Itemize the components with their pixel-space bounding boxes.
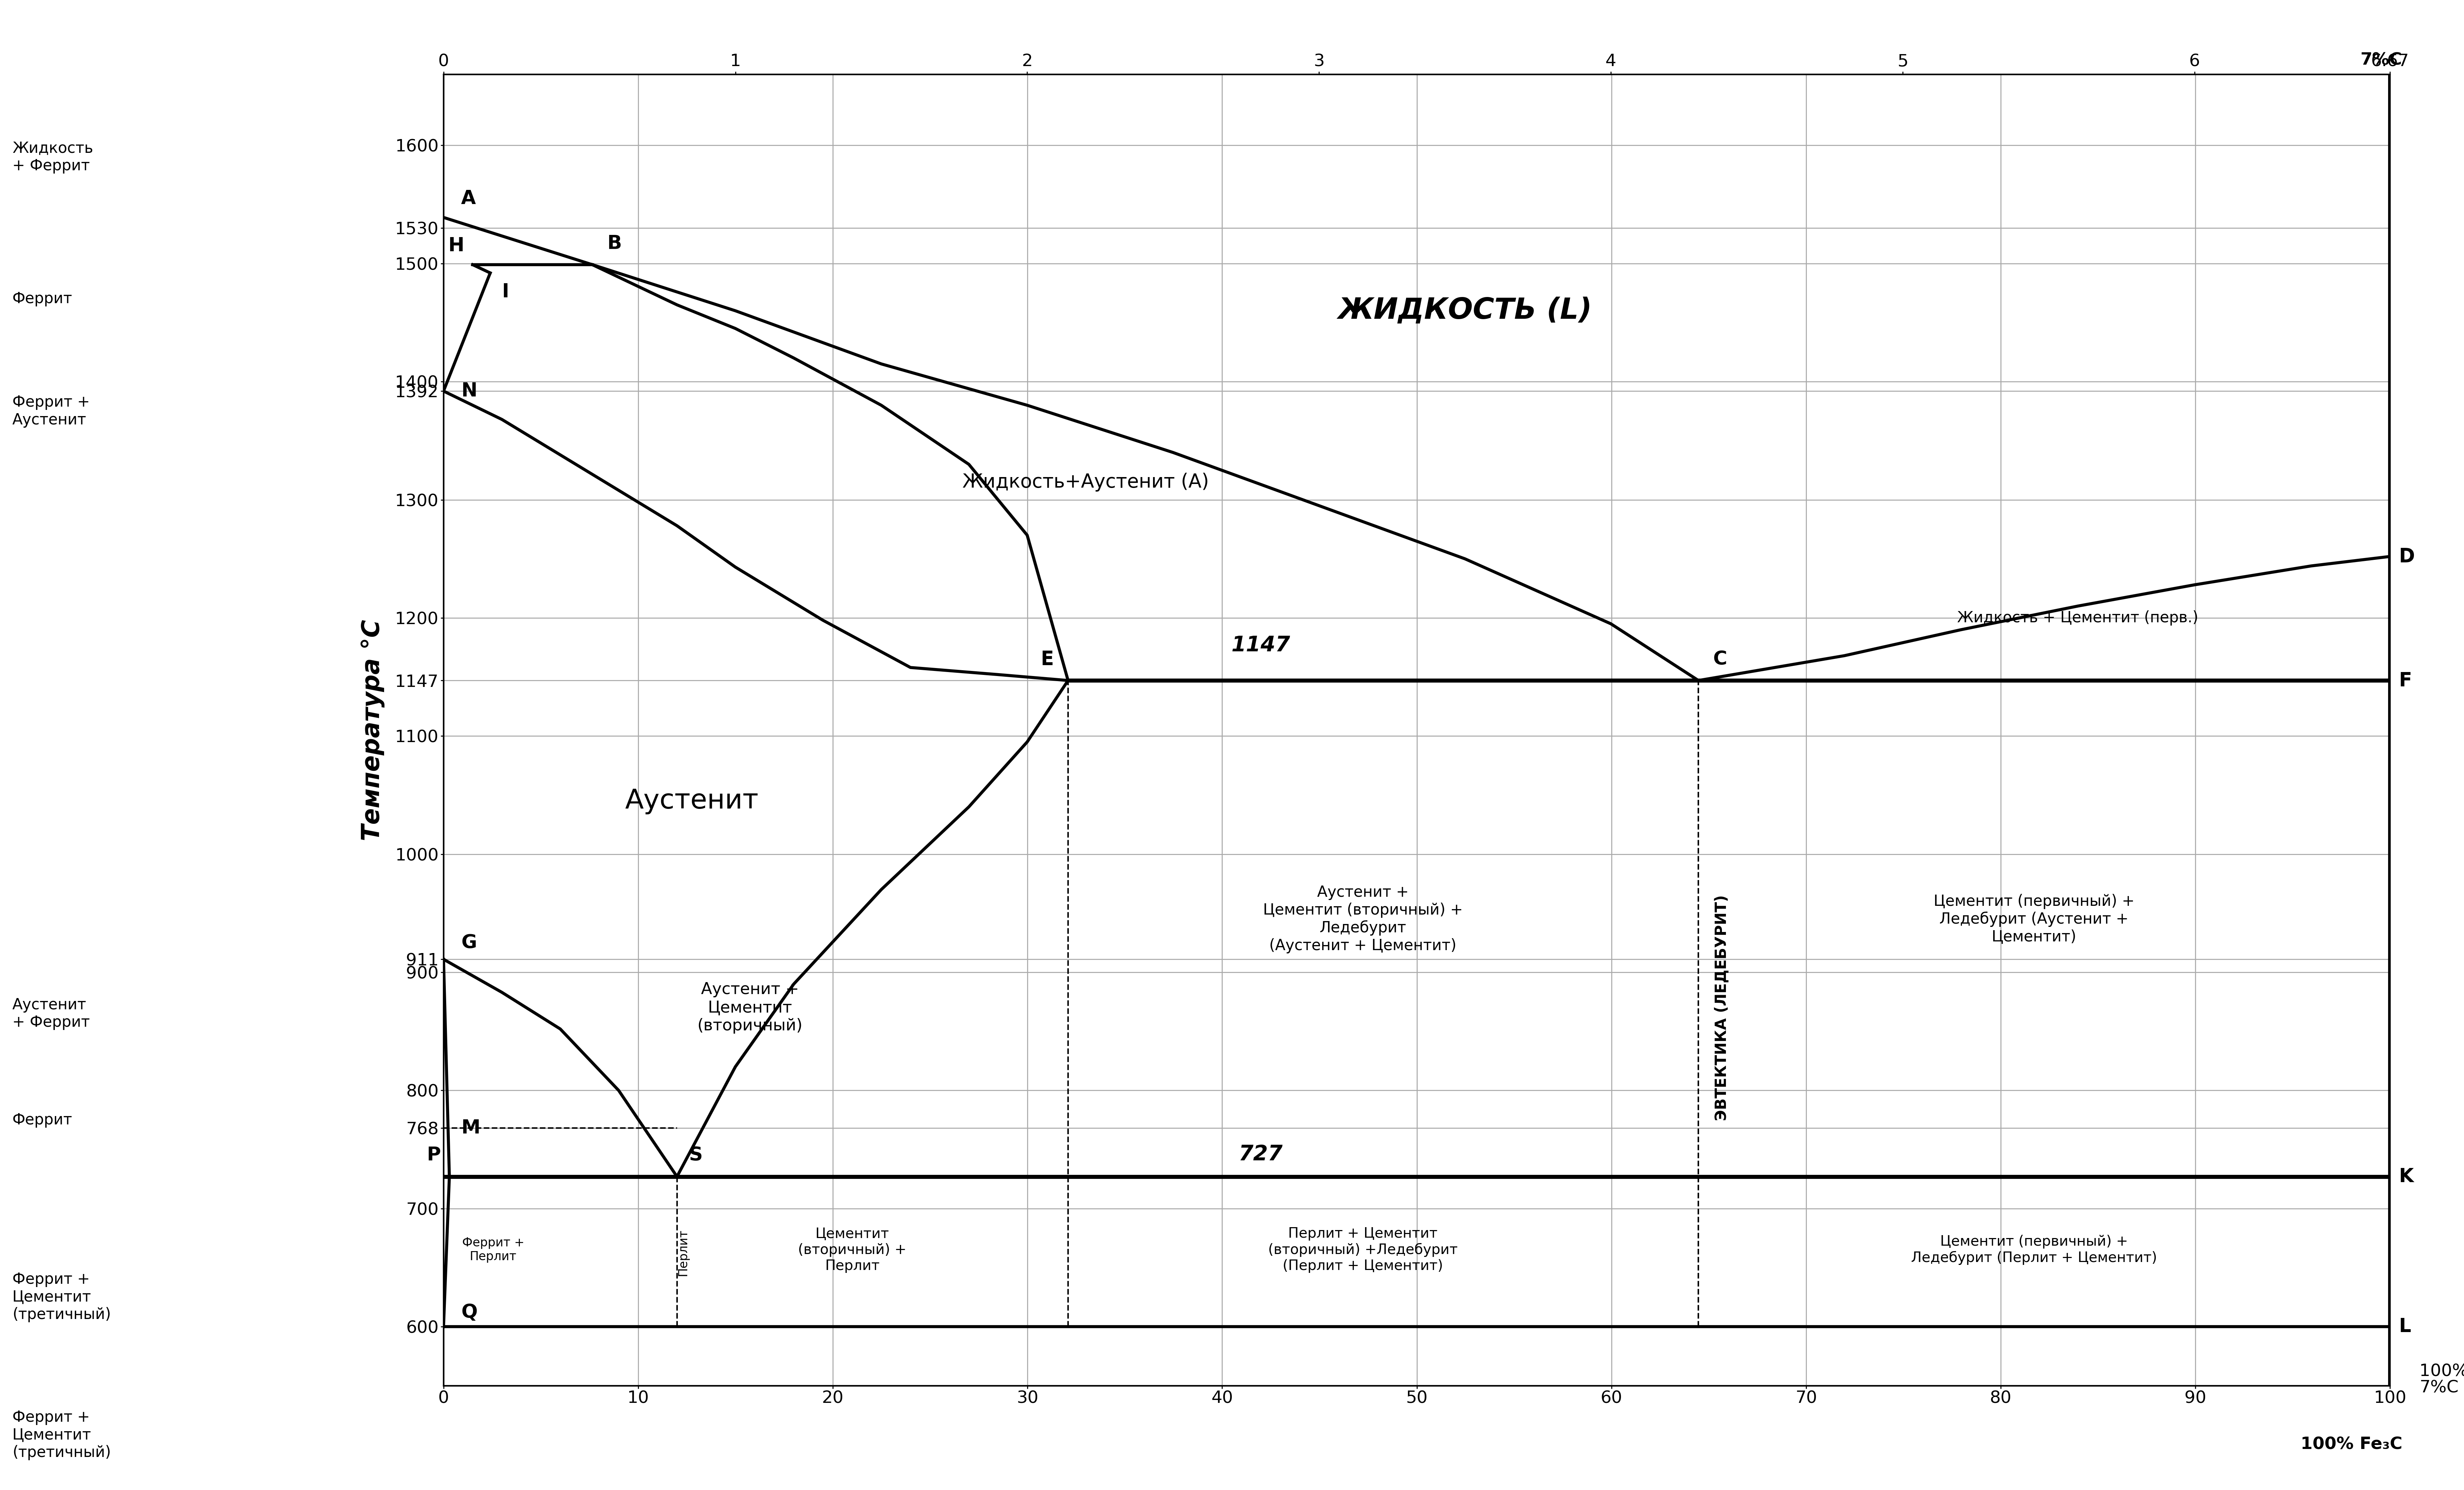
Text: G: G bbox=[461, 933, 476, 952]
Text: 100% Fe₃C: 100% Fe₃C bbox=[2420, 1363, 2464, 1380]
Text: Аустенит +
Цементит
(вторичный): Аустенит + Цементит (вторичный) bbox=[697, 982, 803, 1034]
Text: 7%C: 7%C bbox=[2361, 52, 2402, 69]
Text: Аустенит +
Цементит (вторичный) +
Ледебурит
(Аустенит + Цементит): Аустенит + Цементит (вторичный) + Ледебу… bbox=[1264, 885, 1464, 954]
Text: 1147: 1147 bbox=[1232, 635, 1291, 656]
Text: ЭВТЕКТИКА (ЛЕДЕБУРИТ): ЭВТЕКТИКА (ЛЕДЕБУРИТ) bbox=[1715, 894, 1730, 1120]
Text: P: P bbox=[426, 1146, 441, 1165]
Text: 727: 727 bbox=[1239, 1144, 1284, 1165]
Text: Феррит +
Перлит: Феррит + Перлит bbox=[463, 1237, 525, 1264]
Text: Феррит +
Аустенит: Феррит + Аустенит bbox=[12, 395, 89, 428]
Text: Жидкость + Цементит (перв.): Жидкость + Цементит (перв.) bbox=[1956, 611, 2198, 626]
Text: Q: Q bbox=[461, 1304, 478, 1322]
Text: Аустенит: Аустенит bbox=[626, 788, 759, 814]
Text: ЖИДКОСТЬ (L): ЖИДКОСТЬ (L) bbox=[1338, 297, 1592, 325]
Text: 7%C: 7%C bbox=[2420, 1380, 2459, 1396]
Text: Феррит: Феррит bbox=[12, 1113, 71, 1128]
Text: Феррит +
Цементит
(третичный): Феррит + Цементит (третичный) bbox=[12, 1272, 111, 1322]
Y-axis label: Температура °C: Температура °C bbox=[360, 620, 384, 840]
Text: D: D bbox=[2400, 547, 2415, 566]
Text: Феррит +
Цементит
(третичный): Феррит + Цементит (третичный) bbox=[12, 1410, 111, 1460]
Text: A: A bbox=[461, 189, 476, 209]
Text: Аустенит
+ Феррит: Аустенит + Феррит bbox=[12, 997, 89, 1030]
Text: S: S bbox=[687, 1146, 702, 1165]
Text: 100% Fe₃C: 100% Fe₃C bbox=[2301, 1436, 2402, 1453]
Text: F: F bbox=[2400, 670, 2412, 690]
Text: Цементит (первичный) +
Ледебурит (Аустенит +
Цементит): Цементит (первичный) + Ледебурит (Аустен… bbox=[1934, 894, 2134, 945]
Text: L: L bbox=[2400, 1317, 2412, 1337]
Text: Жидкость
+ Феррит: Жидкость + Феррит bbox=[12, 140, 94, 174]
Text: Цементит (первичный) +
Ледебурит (Перлит + Цементит): Цементит (первичный) + Ледебурит (Перлит… bbox=[1912, 1235, 2156, 1265]
Text: Жидкость+Аустенит (А): Жидкость+Аустенит (А) bbox=[963, 472, 1210, 492]
Text: K: K bbox=[2400, 1167, 2415, 1186]
Text: N: N bbox=[461, 381, 478, 401]
Text: Феррит: Феррит bbox=[12, 292, 71, 307]
Text: B: B bbox=[606, 234, 621, 253]
Text: I: I bbox=[503, 283, 510, 301]
Text: E: E bbox=[1040, 650, 1055, 669]
Text: Цементит
(вторичный) +
Перлит: Цементит (вторичный) + Перлит bbox=[798, 1226, 907, 1272]
Text: Перлит + Цементит
(вторичный) +Ледебурит
(Перлит + Цементит): Перлит + Цементит (вторичный) +Ледебурит… bbox=[1269, 1226, 1459, 1272]
Text: Перлит: Перлит bbox=[678, 1229, 690, 1275]
Text: M: M bbox=[461, 1119, 480, 1138]
Text: H: H bbox=[448, 237, 463, 255]
Text: C: C bbox=[1712, 650, 1727, 669]
